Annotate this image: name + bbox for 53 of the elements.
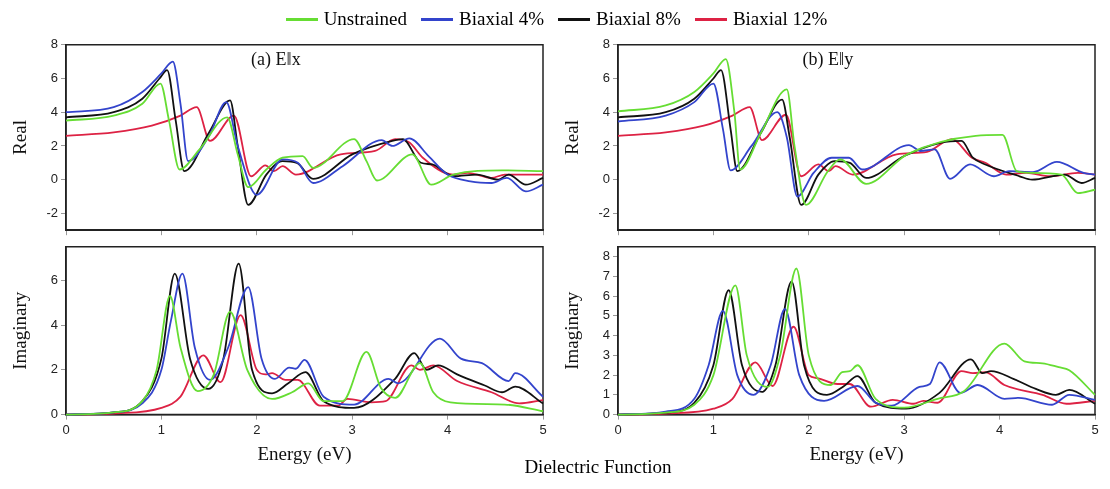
y-tick-label: 8 [50,36,58,52]
y-tick-label: 8 [602,36,610,52]
y-tick-label: 6 [602,70,610,86]
y-axis-title: Imaginary [561,291,583,370]
y-tick-label: 3 [602,346,610,362]
x-tick-label: 2 [253,421,261,437]
legend-label: Biaxial 8% [595,8,681,30]
y-tick-label: 1 [602,386,610,402]
y-tick-label: 0 [602,171,610,187]
x-tick-label: 4 [443,421,452,437]
line-series [65,106,544,179]
x-tick-label: 0 [614,421,622,437]
x-tick-label: 0 [62,421,70,437]
y-tick-label: 4 [50,103,58,119]
y-tick-label: 4 [602,327,610,343]
y-tick-label: 0 [50,406,58,422]
y-axis-title: Imaginary [9,291,31,370]
y-tick-label: 5 [602,307,610,323]
y-tick-label: 6 [50,70,58,86]
x-tick-label: 4 [995,421,1004,437]
y-tick-label: 2 [602,366,610,382]
y-tick-label: 8 [602,248,610,264]
x-tick-label: 3 [900,421,908,437]
y-tick-label: 6 [602,287,610,303]
x-axis-title: Energy (eV) [809,442,904,465]
y-tick-label: 4 [50,316,58,332]
y-tick-label: 7 [602,267,610,283]
x-tick-label: 5 [1091,421,1099,437]
y-tick-label: 0 [50,171,58,187]
y-tick-label: -2 [598,204,610,220]
legend-label: Unstrained [323,8,407,30]
x-axis-title: Energy (eV) [257,442,352,465]
x-tick-label: 3 [348,421,356,437]
y-tick-label: -2 [46,204,58,220]
x-tick-label: 2 [805,421,813,437]
y-axis-title: Real [9,120,31,155]
y-tick-label: 0 [602,406,610,422]
y-tick-label: 6 [50,271,58,287]
y-tick-label: 2 [50,361,58,377]
legend-label: Biaxial 4% [459,8,544,30]
text: Dielectric Function [524,456,672,477]
y-tick-label: 4 [602,103,610,119]
line-series [65,82,544,189]
x-tick-label: 1 [709,421,718,437]
y-axis-title: Real [561,120,583,155]
x-tick-label: 1 [157,421,166,437]
chart-title: (b) E‖y [802,48,854,70]
y-tick-label: 2 [50,137,58,153]
line-series [617,82,1096,198]
x-tick-label: 5 [539,421,547,437]
y-tick-label: 2 [602,137,610,153]
chart-title: (a) E‖x [251,48,301,70]
legend-label: Biaxial 12% [732,8,828,30]
